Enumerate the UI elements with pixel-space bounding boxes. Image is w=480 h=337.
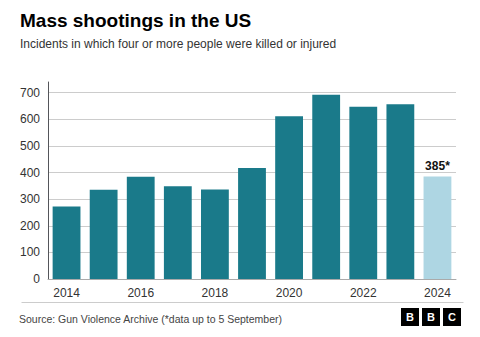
svg-text:400: 400 — [20, 166, 40, 180]
svg-text:2024: 2024 — [424, 286, 451, 300]
svg-text:385*: 385* — [425, 159, 450, 173]
svg-text:B: B — [406, 311, 414, 323]
svg-text:2018: 2018 — [202, 286, 229, 300]
svg-text:2014: 2014 — [53, 286, 80, 300]
svg-text:500: 500 — [20, 139, 40, 153]
svg-text:Mass shootings in the US: Mass shootings in the US — [20, 10, 251, 31]
svg-text:Source: Gun Violence Archive (: Source: Gun Violence Archive (*data up t… — [19, 313, 282, 325]
svg-text:700: 700 — [20, 86, 40, 100]
svg-text:2020: 2020 — [276, 286, 303, 300]
svg-text:0: 0 — [33, 272, 40, 286]
svg-text:C: C — [448, 311, 456, 323]
svg-text:200: 200 — [20, 219, 40, 233]
svg-text:B: B — [427, 311, 435, 323]
svg-text:300: 300 — [20, 192, 40, 206]
svg-text:2022: 2022 — [350, 286, 377, 300]
svg-text:600: 600 — [20, 112, 40, 126]
svg-text:Incidents in which four or mor: Incidents in which four or more people w… — [20, 37, 336, 51]
svg-text:2016: 2016 — [127, 286, 154, 300]
svg-text:100: 100 — [20, 245, 40, 259]
